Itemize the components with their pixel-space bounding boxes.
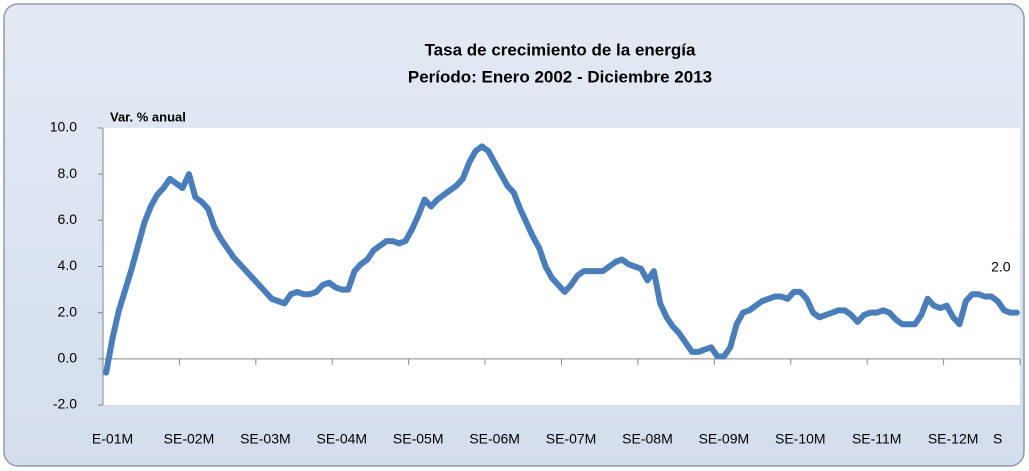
x-tick-label: SE-07M xyxy=(546,431,597,447)
y-tick-label: 10.0 xyxy=(50,119,77,135)
x-tick-label: S xyxy=(993,431,1002,447)
x-tick-label: SE-06M xyxy=(469,431,520,447)
x-tick-label: SE-10M xyxy=(775,431,826,447)
y-tick-label: -2.0 xyxy=(53,396,77,412)
x-tick-label: SE-02M xyxy=(164,431,215,447)
chart-title: Tasa de crecimiento de la energía xyxy=(425,40,696,59)
x-tick-label: SE-04M xyxy=(317,431,368,447)
y-tick-label: 0.0 xyxy=(58,350,78,366)
y-tick-label: 2.0 xyxy=(58,303,78,319)
y-axis-label: Var. % anual xyxy=(110,109,186,124)
x-tick-label: SE-12M xyxy=(928,431,979,447)
x-tick-label: SE-03M xyxy=(240,431,291,447)
x-tick-label: E-01M xyxy=(92,431,133,447)
y-tick-label: 6.0 xyxy=(58,211,78,227)
data-line xyxy=(103,143,1020,376)
x-tick-label: SE-11M xyxy=(852,431,902,447)
x-tick-label: SE-09M xyxy=(699,431,750,447)
data-label: 2.0 xyxy=(991,258,1011,274)
chart-subtitle: Período: Enero 2002 - Diciembre 2013 xyxy=(408,67,712,86)
y-tick-label: 4.0 xyxy=(58,257,78,273)
x-tick-label: SE-08M xyxy=(622,431,673,447)
x-tick-label: SE-05M xyxy=(393,431,444,447)
y-tick-label: 8.0 xyxy=(58,165,78,181)
